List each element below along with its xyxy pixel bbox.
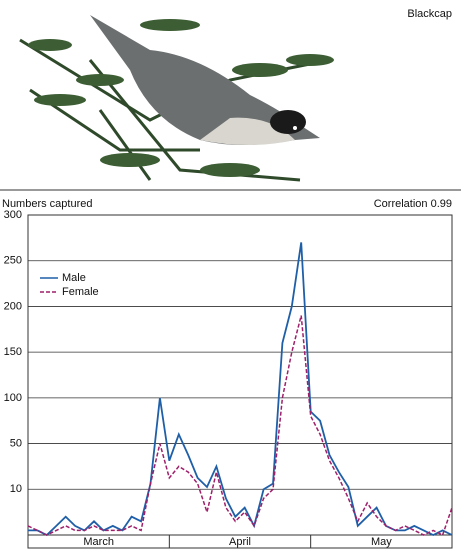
annotation: Correlation 0.99 bbox=[374, 198, 452, 210]
y-tick-label: 200 bbox=[4, 300, 22, 312]
chart-title: Numbers captured bbox=[2, 198, 93, 210]
y-tick-label: 100 bbox=[4, 392, 22, 404]
species-name: Blackcap bbox=[407, 8, 452, 20]
x-tick-label: April bbox=[229, 536, 251, 548]
x-tick-label: March bbox=[83, 536, 114, 548]
y-tick-label: 10 bbox=[10, 483, 22, 495]
y-tick-label: 250 bbox=[4, 255, 22, 267]
legend-label: Female bbox=[62, 286, 99, 298]
x-tick-label: May bbox=[371, 536, 392, 548]
legend-label: Male bbox=[62, 272, 86, 284]
y-tick-label: 150 bbox=[4, 346, 22, 358]
y-tick-label: 50 bbox=[10, 437, 22, 449]
y-tick-label: 300 bbox=[4, 209, 22, 221]
series-line bbox=[27, 315, 453, 537]
series-line bbox=[28, 242, 453, 537]
bird-illustration bbox=[19, 15, 334, 182]
plot-frame bbox=[27, 214, 453, 549]
